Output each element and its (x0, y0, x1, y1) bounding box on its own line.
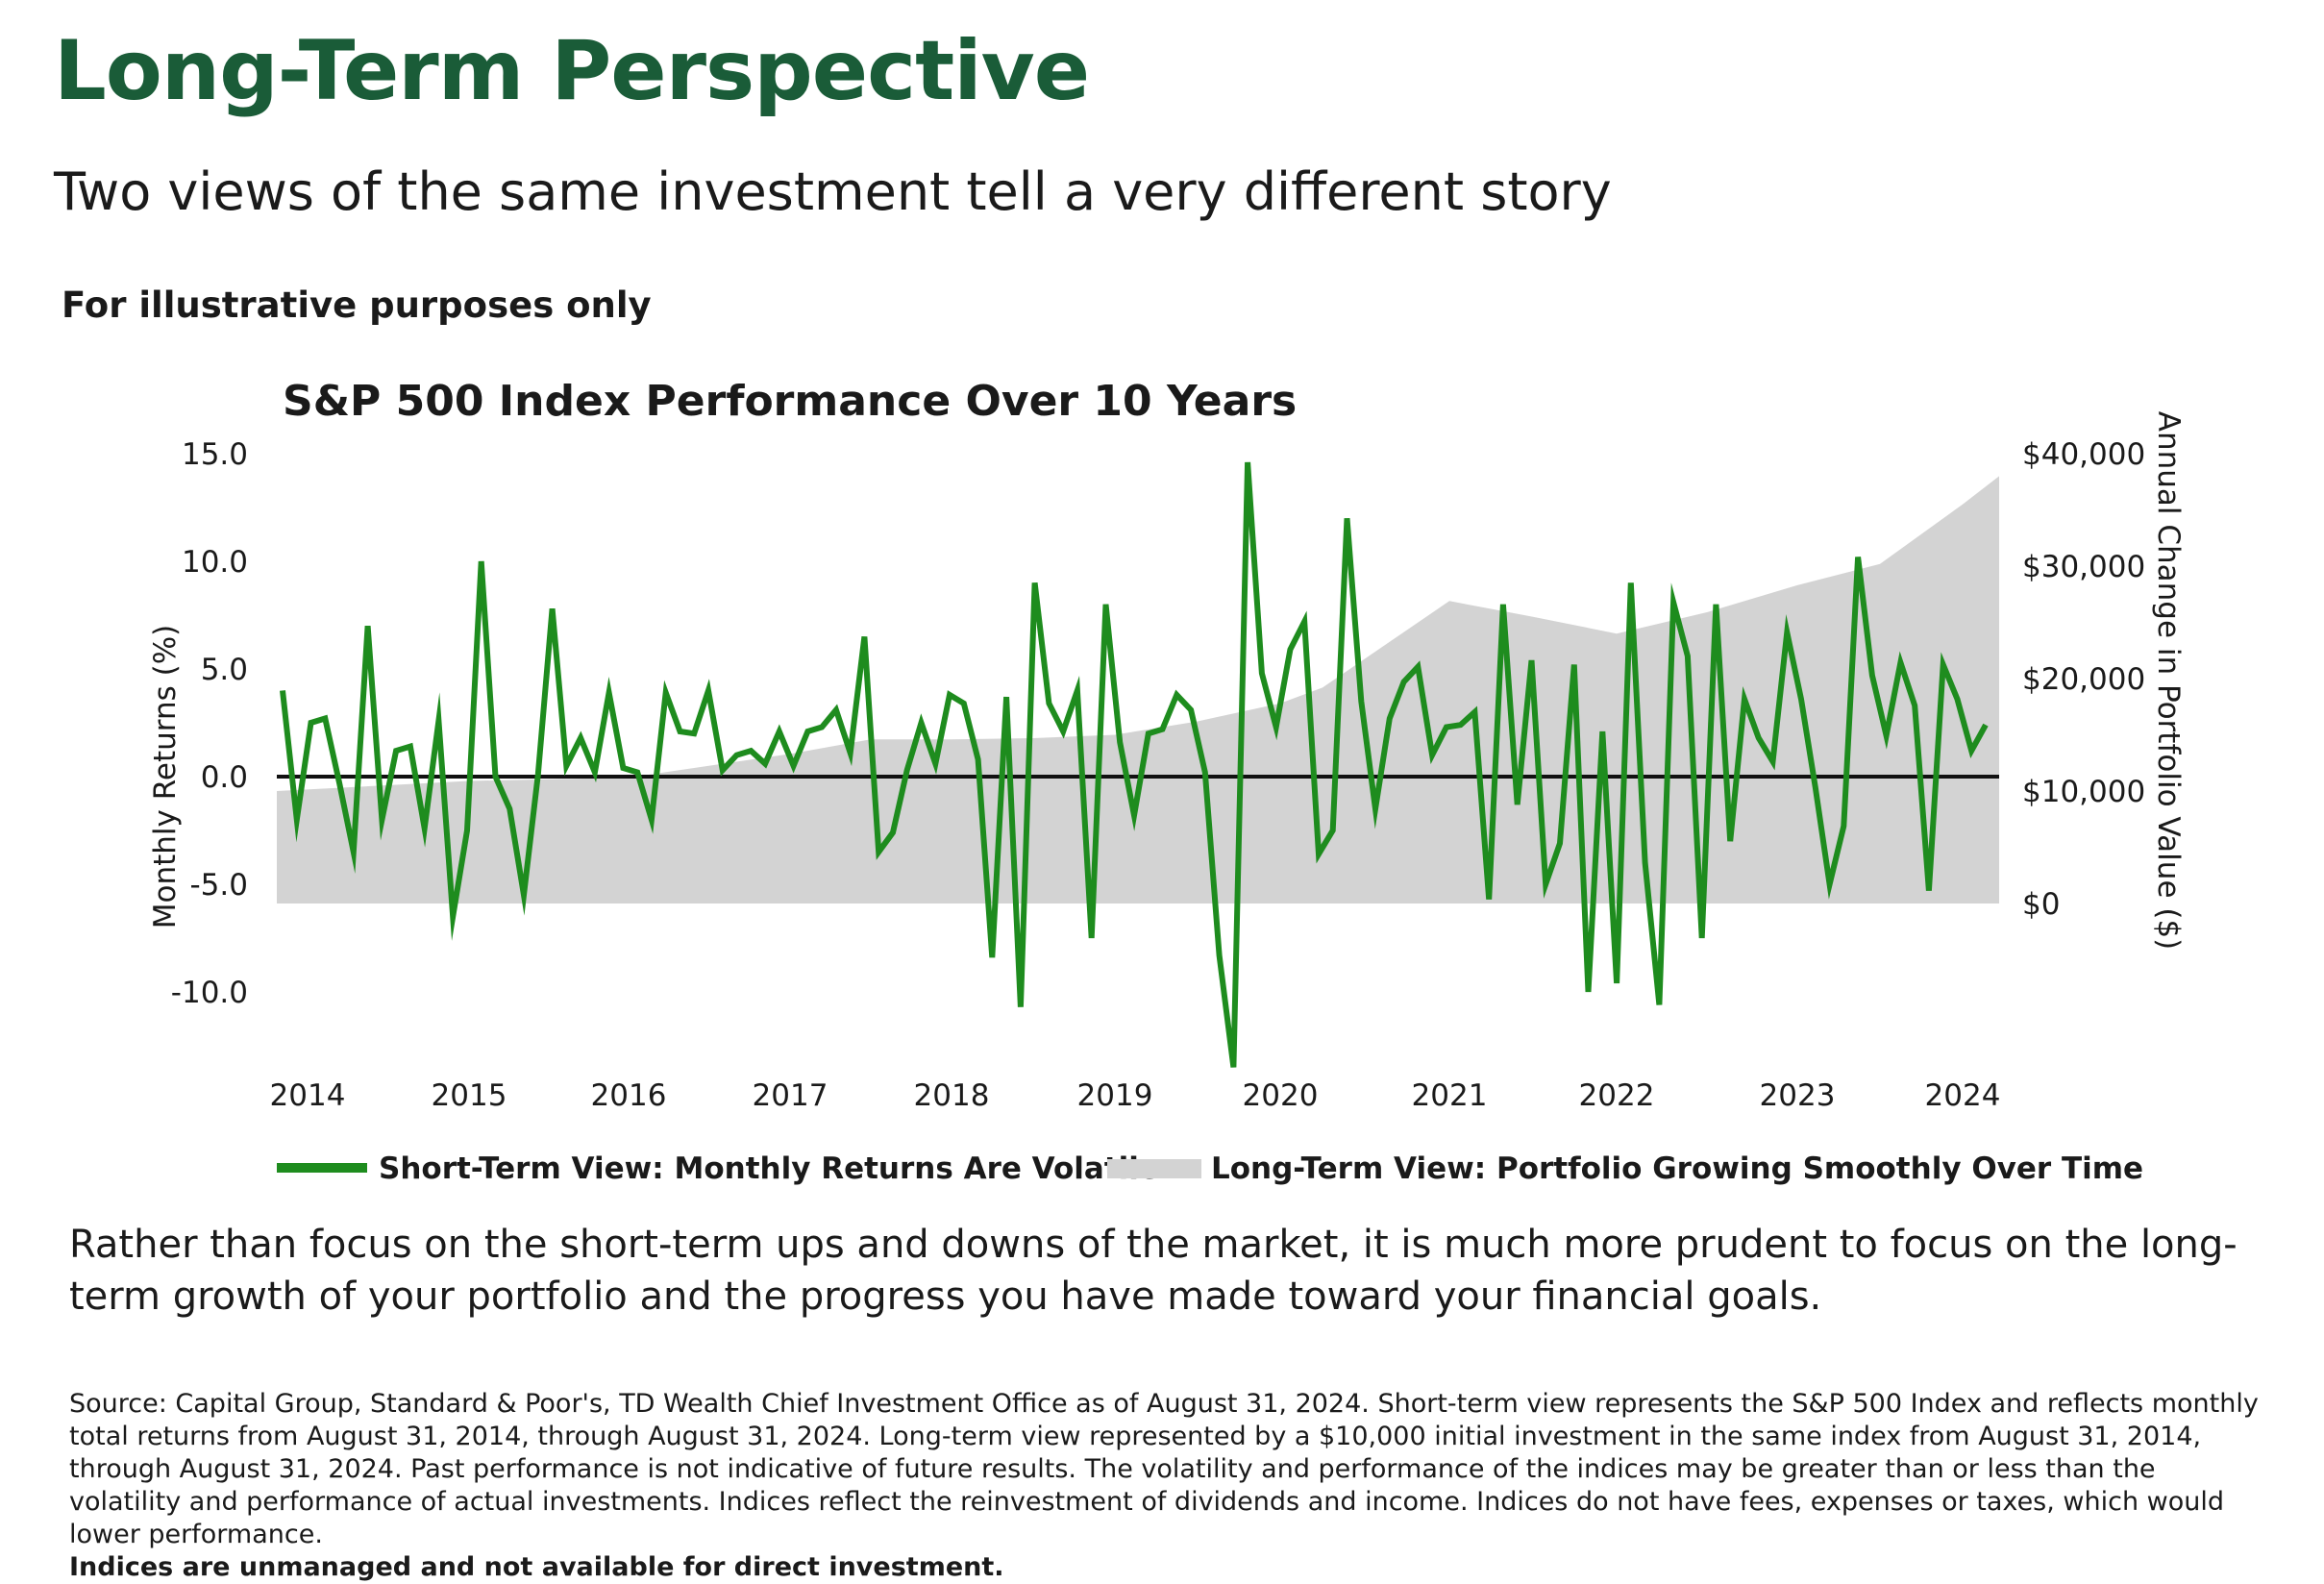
legend-area-label: Long-Term View: Portfolio Growing Smooth… (1211, 1151, 2143, 1186)
x-tick-label: 2015 (432, 1078, 507, 1113)
y-tick-label: 15.0 (182, 437, 248, 472)
y2-tick-label: $40,000 (2022, 437, 2145, 472)
page-title: Long-Term Perspective (54, 23, 1090, 119)
x-tick-label: 2018 (914, 1078, 990, 1113)
x-tick-label: 2014 (270, 1078, 346, 1113)
y2-axis-label: Annual Change in Portfolio Value ($) (2151, 411, 2186, 951)
y-tick-label: -10.0 (171, 976, 248, 1010)
x-tick-label: 2024 (1925, 1078, 2001, 1113)
x-tick-label: 2022 (1579, 1078, 1655, 1113)
x-tick-label: 2017 (753, 1078, 828, 1113)
x-tick-label: 2021 (1412, 1078, 1488, 1113)
chart-title: S&P 500 Index Performance Over 10 Years (283, 377, 1297, 426)
monthly-returns-line (280, 461, 1989, 1068)
y-tick-label: -5.0 (190, 868, 249, 903)
long-term-area (277, 476, 1999, 903)
legend-line-label: Short-Term View: Monthly Returns Are Vol… (379, 1151, 1159, 1186)
y-tick-label: 5.0 (201, 653, 248, 687)
source-text: Source: Capital Group, Standard & Poor's… (69, 1389, 2259, 1549)
y-tick-label: 10.0 (182, 545, 248, 580)
y-axis-label: Monthly Returns (%) (148, 625, 183, 929)
y2-tick-label: $20,000 (2022, 662, 2145, 697)
y-tick-label: 0.0 (201, 760, 248, 795)
y2-tick-label: $30,000 (2022, 550, 2145, 584)
legend: Short-Term View: Monthly Returns Are Vol… (277, 1151, 2143, 1186)
x-tick-label: 2016 (591, 1078, 667, 1113)
x-tick-label: 2023 (1760, 1078, 1836, 1113)
legend-area-swatch (1107, 1159, 1201, 1178)
summary-paragraph: Rather than focus on the short-term ups … (69, 1223, 2237, 1319)
x-tick-label: 2020 (1243, 1078, 1319, 1113)
illustrative-disclaimer: For illustrative purposes only (62, 285, 652, 326)
source-bold-note: Indices are unmanaged and not available … (69, 1552, 1004, 1582)
legend-line-swatch (277, 1163, 367, 1173)
x-tick-label: 2019 (1077, 1078, 1153, 1113)
sp500-chart: S&P 500 Index Performance Over 10 Years … (148, 377, 2186, 1186)
y2-tick-label: $0 (2022, 887, 2060, 922)
page-subtitle: Two views of the same investment tell a … (54, 161, 1612, 222)
source-footnote: Source: Capital Group, Standard & Poor's… (69, 1388, 2270, 1584)
y2-tick-label: $10,000 (2022, 775, 2145, 809)
